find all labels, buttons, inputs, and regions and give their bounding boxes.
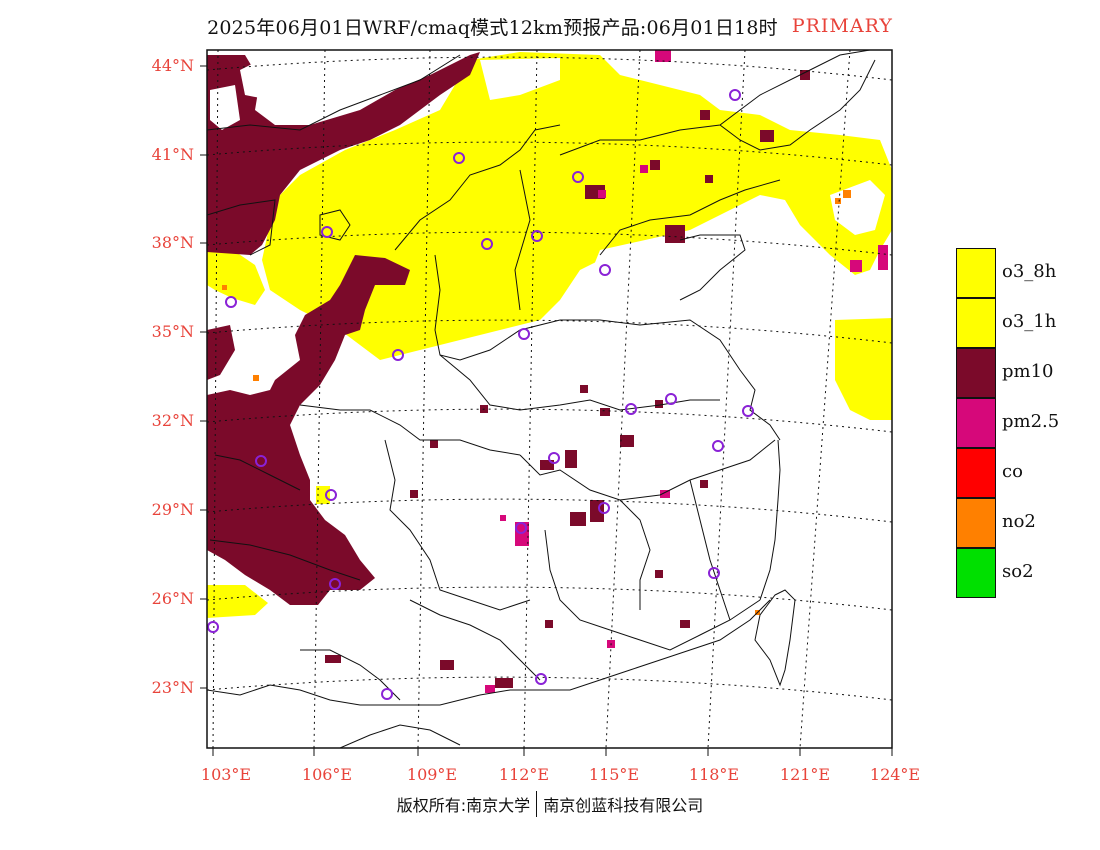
title-row: 2025年06月01日WRF/cmaq模式12km预报产品:06月01日18时 … (0, 10, 1100, 42)
legend-label: no2 (1002, 511, 1036, 532)
legend-swatch (956, 448, 996, 498)
legend-label: pm2.5 (1002, 411, 1060, 432)
primary-tag: PRIMARY (791, 15, 893, 37)
o3-region-north (207, 52, 892, 618)
lat-label-38: 38°N (151, 233, 194, 252)
legend-label: so2 (1002, 561, 1034, 582)
legend-swatch (956, 548, 996, 598)
legend-swatch (956, 498, 996, 548)
lon-label-103: 103°E (200, 765, 252, 784)
lon-label-118: 118°E (688, 765, 740, 784)
lat-label-23: 23°N (151, 678, 194, 697)
lon-label-121: 121°E (779, 765, 831, 784)
tick-marks (200, 65, 893, 756)
pm10-region-west (207, 52, 480, 605)
lon-label-106: 106°E (301, 765, 353, 784)
lat-label-32: 32°N (151, 411, 194, 430)
legend-swatch (956, 398, 996, 448)
graticule (207, 50, 892, 748)
legend-label: co (1002, 461, 1023, 482)
lat-label-29: 29°N (151, 500, 194, 519)
legend-swatch (956, 348, 996, 398)
lon-label-109: 109°E (406, 765, 458, 784)
copyright-left: 版权所有:南京大学 (396, 796, 531, 815)
lat-label-41: 41°N (151, 145, 194, 164)
copyright-footer: 版权所有:南京大学 南京创蓝科技有限公司 (0, 790, 1100, 818)
footer-separator (536, 791, 538, 817)
legend-label: o3_8h (1002, 261, 1057, 282)
lat-label-35: 35°N (151, 322, 194, 341)
copyright-right: 南京创蓝科技有限公司 (543, 796, 704, 815)
city-markers (207, 89, 754, 700)
lat-label-26: 26°N (151, 589, 194, 608)
legend-swatch (956, 298, 996, 348)
legend-swatch (956, 248, 996, 298)
lon-label-112: 112°E (498, 765, 550, 784)
pm10-cells (325, 70, 810, 688)
lon-label-124: 124°E (869, 765, 921, 784)
legend-label: pm10 (1002, 361, 1054, 382)
legend-label: o3_1h (1002, 311, 1057, 332)
lon-label-115: 115°E (588, 765, 640, 784)
lat-label-44: 44°N (151, 56, 194, 75)
map-title: 2025年06月01日WRF/cmaq模式12km预报产品:06月01日18时 (207, 16, 778, 39)
boundaries (207, 50, 876, 748)
map-frame (206, 49, 893, 749)
